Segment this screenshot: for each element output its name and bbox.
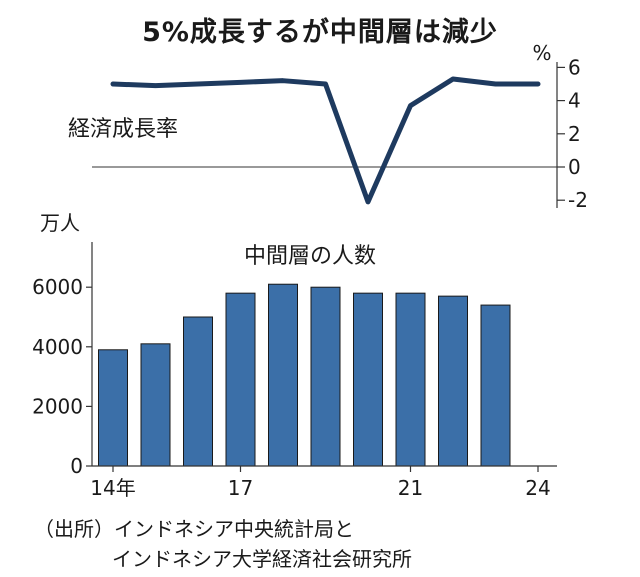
x-tick-label: 24	[525, 476, 550, 500]
x-tick-label: 17	[228, 476, 253, 500]
growth-y-tick-label: -2	[568, 188, 588, 212]
x-tick-label: 14年	[90, 476, 135, 500]
bar-2022	[438, 295, 468, 467]
chart-title: 5%成長するが中間層は減少	[142, 17, 498, 48]
growth-line	[110, 76, 541, 205]
bar-2017	[225, 292, 256, 467]
bar-chart-title: 中間層の人数	[244, 244, 376, 269]
bar-2018	[268, 283, 298, 467]
growth-unit-label: %	[532, 41, 551, 65]
bar-y-tick-label: 0	[70, 454, 83, 478]
middle-class-panel: 万人 中間層の人数 6000 4000 2000 0 14年 17 21 24	[32, 211, 557, 500]
bar-unit-label: 万人	[40, 211, 80, 235]
growth-panel: % 経済成長率 6 4 2 0 -2	[68, 41, 588, 212]
growth-series-label: 経済成長率	[68, 117, 178, 142]
bar-2014	[98, 349, 128, 467]
bar-2019	[310, 286, 341, 467]
source-note-line-2: インドネシア大学経済社会研究所	[112, 547, 412, 571]
bar-2021	[395, 292, 426, 467]
growth-y-tick-label: 0	[568, 155, 581, 179]
growth-y-tick-label: 4	[568, 89, 581, 113]
x-tick-label: 21	[398, 476, 423, 500]
bar-2015	[140, 343, 171, 467]
bar-2020	[353, 292, 383, 467]
growth-y-tick-label: 6	[568, 55, 581, 79]
bar-2016	[183, 316, 213, 467]
bar-y-tick-label: 2000	[32, 394, 83, 418]
bar-y-tick-label: 6000	[32, 275, 83, 299]
growth-y-tick-label: 2	[568, 122, 581, 146]
bar-2023	[480, 304, 511, 467]
bar-y-tick-label: 4000	[32, 335, 83, 359]
source-note-line-1: （出所）インドネシア中央統計局と	[34, 517, 354, 541]
